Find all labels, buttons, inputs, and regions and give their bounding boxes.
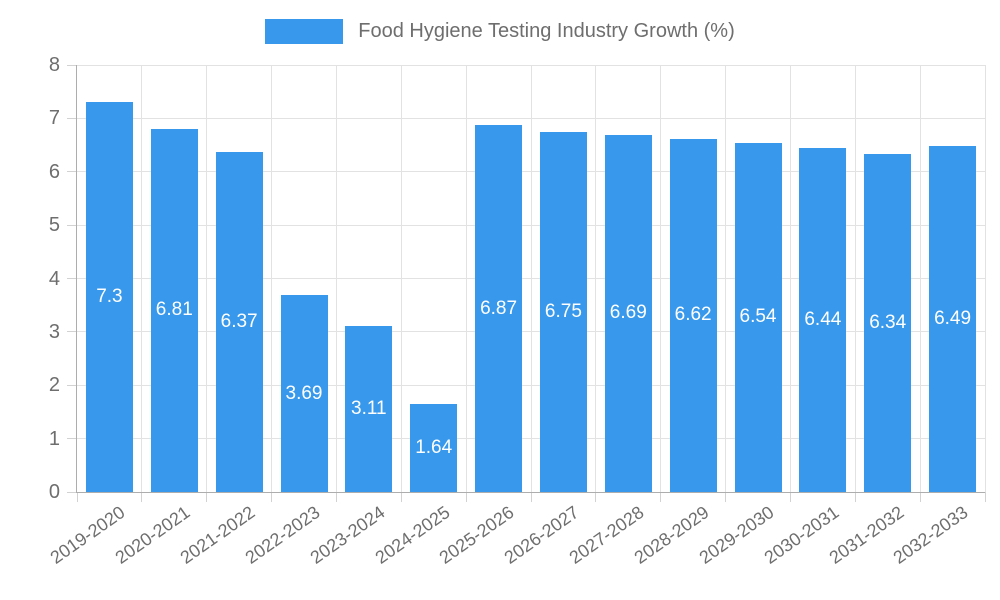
y-axis-tick xyxy=(67,224,77,226)
bar[interactable] xyxy=(864,153,912,492)
bar[interactable] xyxy=(150,128,198,492)
x-axis-tick xyxy=(595,492,597,502)
y-tick-label: 7 xyxy=(48,107,60,130)
gridline-vertical xyxy=(595,65,597,492)
gridline-vertical xyxy=(854,65,856,492)
bar-value-label: 6.62 xyxy=(674,304,712,326)
gridline-vertical xyxy=(400,65,402,492)
x-axis-tick xyxy=(919,492,921,502)
bar[interactable] xyxy=(799,148,847,492)
y-tick-label: 4 xyxy=(48,267,60,290)
bar[interactable] xyxy=(345,326,393,492)
bar-value-label: 6.37 xyxy=(220,311,258,332)
y-axis-tick xyxy=(67,117,77,119)
bar[interactable] xyxy=(539,131,587,492)
bar-value-label: 6.49 xyxy=(934,307,972,329)
x-axis-tick xyxy=(400,492,402,502)
gridline-vertical xyxy=(725,65,727,492)
bar[interactable] xyxy=(475,125,523,492)
gridline-vertical xyxy=(465,65,467,492)
x-axis-tick xyxy=(789,492,791,502)
x-axis-line xyxy=(76,492,985,493)
bar[interactable] xyxy=(215,152,263,492)
bar[interactable] xyxy=(929,145,977,492)
y-axis-tick xyxy=(67,438,77,440)
x-axis-tick xyxy=(854,492,856,502)
gridline-vertical xyxy=(206,65,208,492)
bar-value-label: 6.81 xyxy=(155,299,193,321)
bar-value-label: 1.64 xyxy=(415,437,453,459)
y-tick-label: 5 xyxy=(48,214,60,237)
x-axis-tick xyxy=(206,492,208,502)
bar-value-label: 6.75 xyxy=(544,300,582,322)
bar-value-label: 6.69 xyxy=(609,302,647,324)
y-tick-label: 6 xyxy=(48,160,60,183)
y-axis-tick xyxy=(67,331,77,333)
bar-value-label: 6.87 xyxy=(480,297,518,319)
gridline-vertical xyxy=(335,65,337,492)
bar[interactable] xyxy=(410,404,458,492)
y-tick-label: 8 xyxy=(48,54,60,76)
x-axis-tick xyxy=(141,492,143,502)
bar-value-label: 3.11 xyxy=(351,398,387,419)
x-axis-tick xyxy=(76,492,78,502)
x-axis-tick xyxy=(465,492,467,502)
bar[interactable] xyxy=(604,134,652,492)
bar[interactable] xyxy=(85,102,133,492)
gridline-vertical xyxy=(919,65,921,492)
gridline-vertical xyxy=(271,65,273,492)
x-axis-tick xyxy=(335,492,337,502)
bar-value-label: 7.3 xyxy=(96,286,123,308)
y-axis-tick xyxy=(67,384,77,386)
x-axis-tick xyxy=(725,492,727,502)
y-tick-label: 2 xyxy=(48,374,60,397)
gridline-vertical xyxy=(141,65,143,492)
y-axis-tick xyxy=(67,278,77,279)
gridline-vertical xyxy=(660,65,662,492)
bar-value-label: 6.44 xyxy=(804,309,842,331)
y-axis-line xyxy=(76,65,77,493)
legend-item[interactable]: Food Hygiene Testing Industry Growth (%) xyxy=(0,18,1000,44)
y-axis-tick xyxy=(67,64,77,66)
x-axis-tick xyxy=(984,492,986,502)
y-axis-tick xyxy=(67,491,77,493)
gridline-vertical xyxy=(984,65,986,492)
gridline-vertical xyxy=(789,65,791,492)
legend-label: Food Hygiene Testing Industry Growth (%) xyxy=(358,19,735,42)
x-axis-tick xyxy=(271,492,273,502)
gridline-vertical xyxy=(530,65,532,492)
bar-value-label: 6.54 xyxy=(739,306,777,328)
x-axis-tick xyxy=(530,492,532,502)
y-axis-tick xyxy=(67,171,77,173)
legend-swatch xyxy=(265,18,344,44)
x-axis-tick xyxy=(660,492,662,502)
bar[interactable] xyxy=(734,142,782,492)
y-tick-label: 0 xyxy=(48,481,60,503)
bar[interactable] xyxy=(280,295,328,492)
bar[interactable] xyxy=(669,138,717,492)
y-tick-label: 3 xyxy=(48,320,60,343)
bar-value-label: 6.34 xyxy=(869,311,907,333)
y-tick-label: 1 xyxy=(48,427,60,450)
bar-value-label: 3.69 xyxy=(285,382,323,404)
